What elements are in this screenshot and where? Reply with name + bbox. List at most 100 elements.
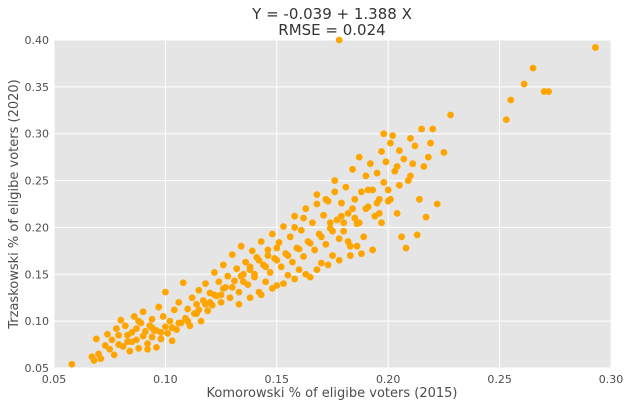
data-point: [529, 64, 537, 72]
data-point: [335, 235, 343, 243]
data-point: [411, 142, 419, 150]
data-point: [195, 286, 203, 294]
y-tick-label: 0.35: [25, 81, 50, 94]
data-point: [280, 280, 287, 288]
data-point: [92, 335, 100, 343]
data-point: [135, 344, 143, 352]
data-point: [520, 80, 528, 88]
x-tick-label: 0.30: [599, 373, 624, 386]
data-point: [309, 219, 316, 227]
data-point: [295, 266, 303, 273]
y-tick-label: 0.30: [25, 128, 50, 141]
data-point: [351, 214, 359, 222]
data-point: [440, 149, 448, 156]
data-point: [233, 265, 241, 273]
data-point: [322, 240, 330, 248]
data-point: [280, 223, 287, 230]
data-point: [306, 239, 314, 247]
data-point: [302, 270, 310, 278]
data-point: [420, 163, 428, 170]
data-point: [395, 181, 403, 189]
data-point: [429, 125, 437, 133]
data-point: [117, 316, 125, 324]
data-point: [188, 294, 196, 302]
data-point: [144, 345, 151, 353]
data-point: [275, 239, 283, 246]
data-point: [322, 195, 330, 203]
plot-background: [54, 40, 611, 368]
data-point: [393, 163, 401, 170]
data-point: [395, 147, 403, 154]
data-point: [144, 340, 151, 348]
data-point: [235, 300, 243, 308]
data-point: [162, 288, 169, 296]
data-point: [340, 227, 348, 235]
data-point: [502, 116, 510, 124]
data-point: [300, 214, 307, 222]
data-point: [217, 291, 225, 299]
data-point: [398, 233, 405, 241]
data-point: [159, 313, 167, 320]
data-point: [264, 246, 272, 254]
data-point: [110, 351, 118, 359]
data-point: [148, 315, 156, 323]
data-point: [360, 233, 368, 241]
data-point: [295, 245, 303, 253]
data-point: [121, 322, 129, 330]
data-point: [211, 269, 218, 276]
data-point: [228, 284, 236, 291]
data-point: [424, 153, 432, 161]
data-point: [170, 306, 178, 314]
data-point: [333, 216, 341, 224]
data-point: [202, 280, 209, 288]
data-point: [373, 199, 381, 207]
data-point: [219, 261, 227, 269]
data-point: [130, 313, 138, 320]
data-point: [124, 331, 131, 339]
data-point: [384, 186, 392, 194]
data-point: [286, 233, 294, 241]
data-point: [228, 251, 236, 259]
data-point: [255, 256, 263, 264]
data-point: [302, 205, 310, 213]
data-point: [402, 244, 410, 252]
x-tick-label: 0.20: [376, 373, 401, 386]
data-point: [427, 139, 434, 147]
data-point: [237, 272, 245, 280]
data-point: [155, 303, 163, 311]
data-point: [115, 331, 123, 339]
data-point: [387, 139, 394, 147]
data-point: [242, 258, 250, 266]
data-point: [184, 305, 192, 313]
data-point: [251, 270, 258, 278]
data-point: [193, 300, 200, 308]
data-point: [202, 300, 209, 308]
data-point: [175, 299, 183, 306]
data-point: [157, 328, 165, 336]
data-point: [393, 209, 401, 217]
data-point: [329, 227, 336, 235]
data-point: [335, 36, 343, 44]
data-point: [387, 195, 394, 203]
data-points: [68, 36, 599, 368]
data-point: [68, 360, 76, 368]
data-point: [104, 330, 111, 338]
data-point: [215, 278, 223, 286]
data-point: [400, 155, 408, 163]
data-point: [239, 278, 247, 286]
data-point: [139, 308, 147, 316]
data-point: [273, 244, 281, 252]
data-point: [545, 88, 553, 95]
data-point: [433, 200, 441, 208]
data-point: [168, 337, 176, 345]
data-point: [179, 279, 187, 287]
data-point: [268, 230, 276, 238]
data-point: [184, 317, 192, 325]
x-tick-label: 0.15: [265, 373, 290, 386]
data-point: [262, 263, 270, 271]
data-point: [447, 111, 454, 119]
data-point: [380, 130, 388, 138]
data-point: [288, 258, 296, 266]
data-point: [378, 148, 385, 155]
x-tick-label: 0.10: [153, 373, 178, 386]
